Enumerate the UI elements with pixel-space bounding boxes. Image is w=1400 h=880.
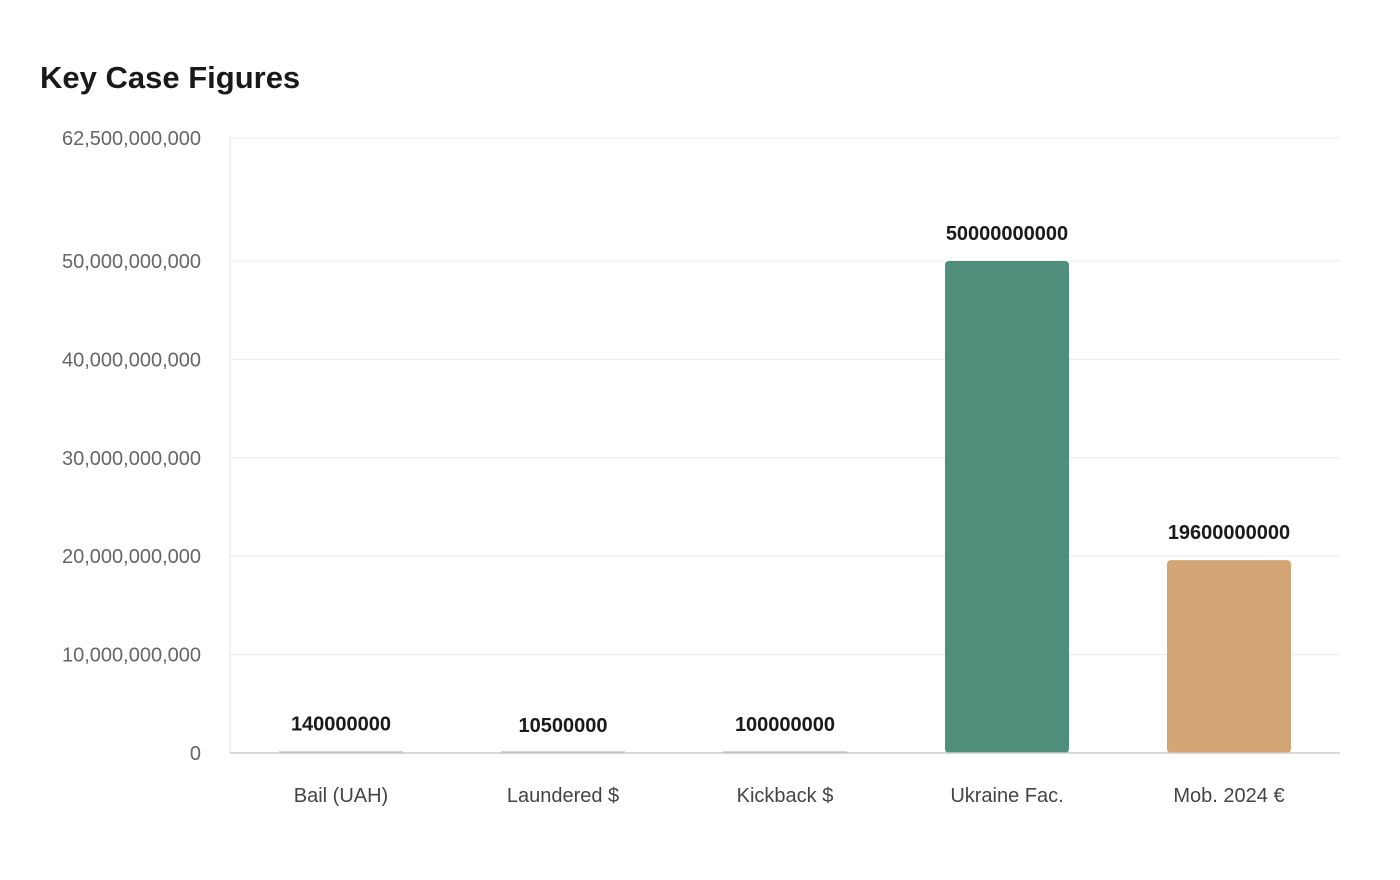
x-tick-label: Bail (UAH): [294, 785, 388, 807]
bars: [279, 261, 1291, 753]
labels: 0 10,000,000,000 20,000,000,000 30,000,000,…: [62, 128, 1290, 807]
y-tick-label: 0: [190, 743, 201, 765]
gridlines: [230, 137, 1340, 656]
data-label: 100000000: [735, 714, 835, 736]
bar: [945, 261, 1069, 753]
data-label: 19600000000: [1168, 522, 1290, 544]
y-tick-label: 30,000,000,000: [62, 448, 201, 470]
x-tick-label: Ukraine Fac.: [950, 785, 1063, 807]
data-label: 10500000: [519, 715, 608, 737]
data-label: 140000000: [291, 714, 391, 736]
x-tick-label: Mob. 2024 €: [1173, 785, 1284, 807]
y-tick-label: 62,500,000,000: [62, 128, 201, 150]
x-tick-label: Laundered $: [507, 785, 619, 807]
y-tick-label: 50,000,000,000: [62, 251, 201, 273]
y-tick-label: 10,000,000,000: [62, 645, 201, 667]
y-tick-label: 20,000,000,000: [62, 546, 201, 568]
y-tick-label: 40,000,000,000: [62, 349, 201, 371]
bar: [1167, 560, 1291, 753]
data-label: 50000000000: [946, 223, 1068, 245]
chart-title: Key Case Figures: [40, 60, 301, 95]
x-tick-label: Kickback $: [737, 785, 834, 807]
